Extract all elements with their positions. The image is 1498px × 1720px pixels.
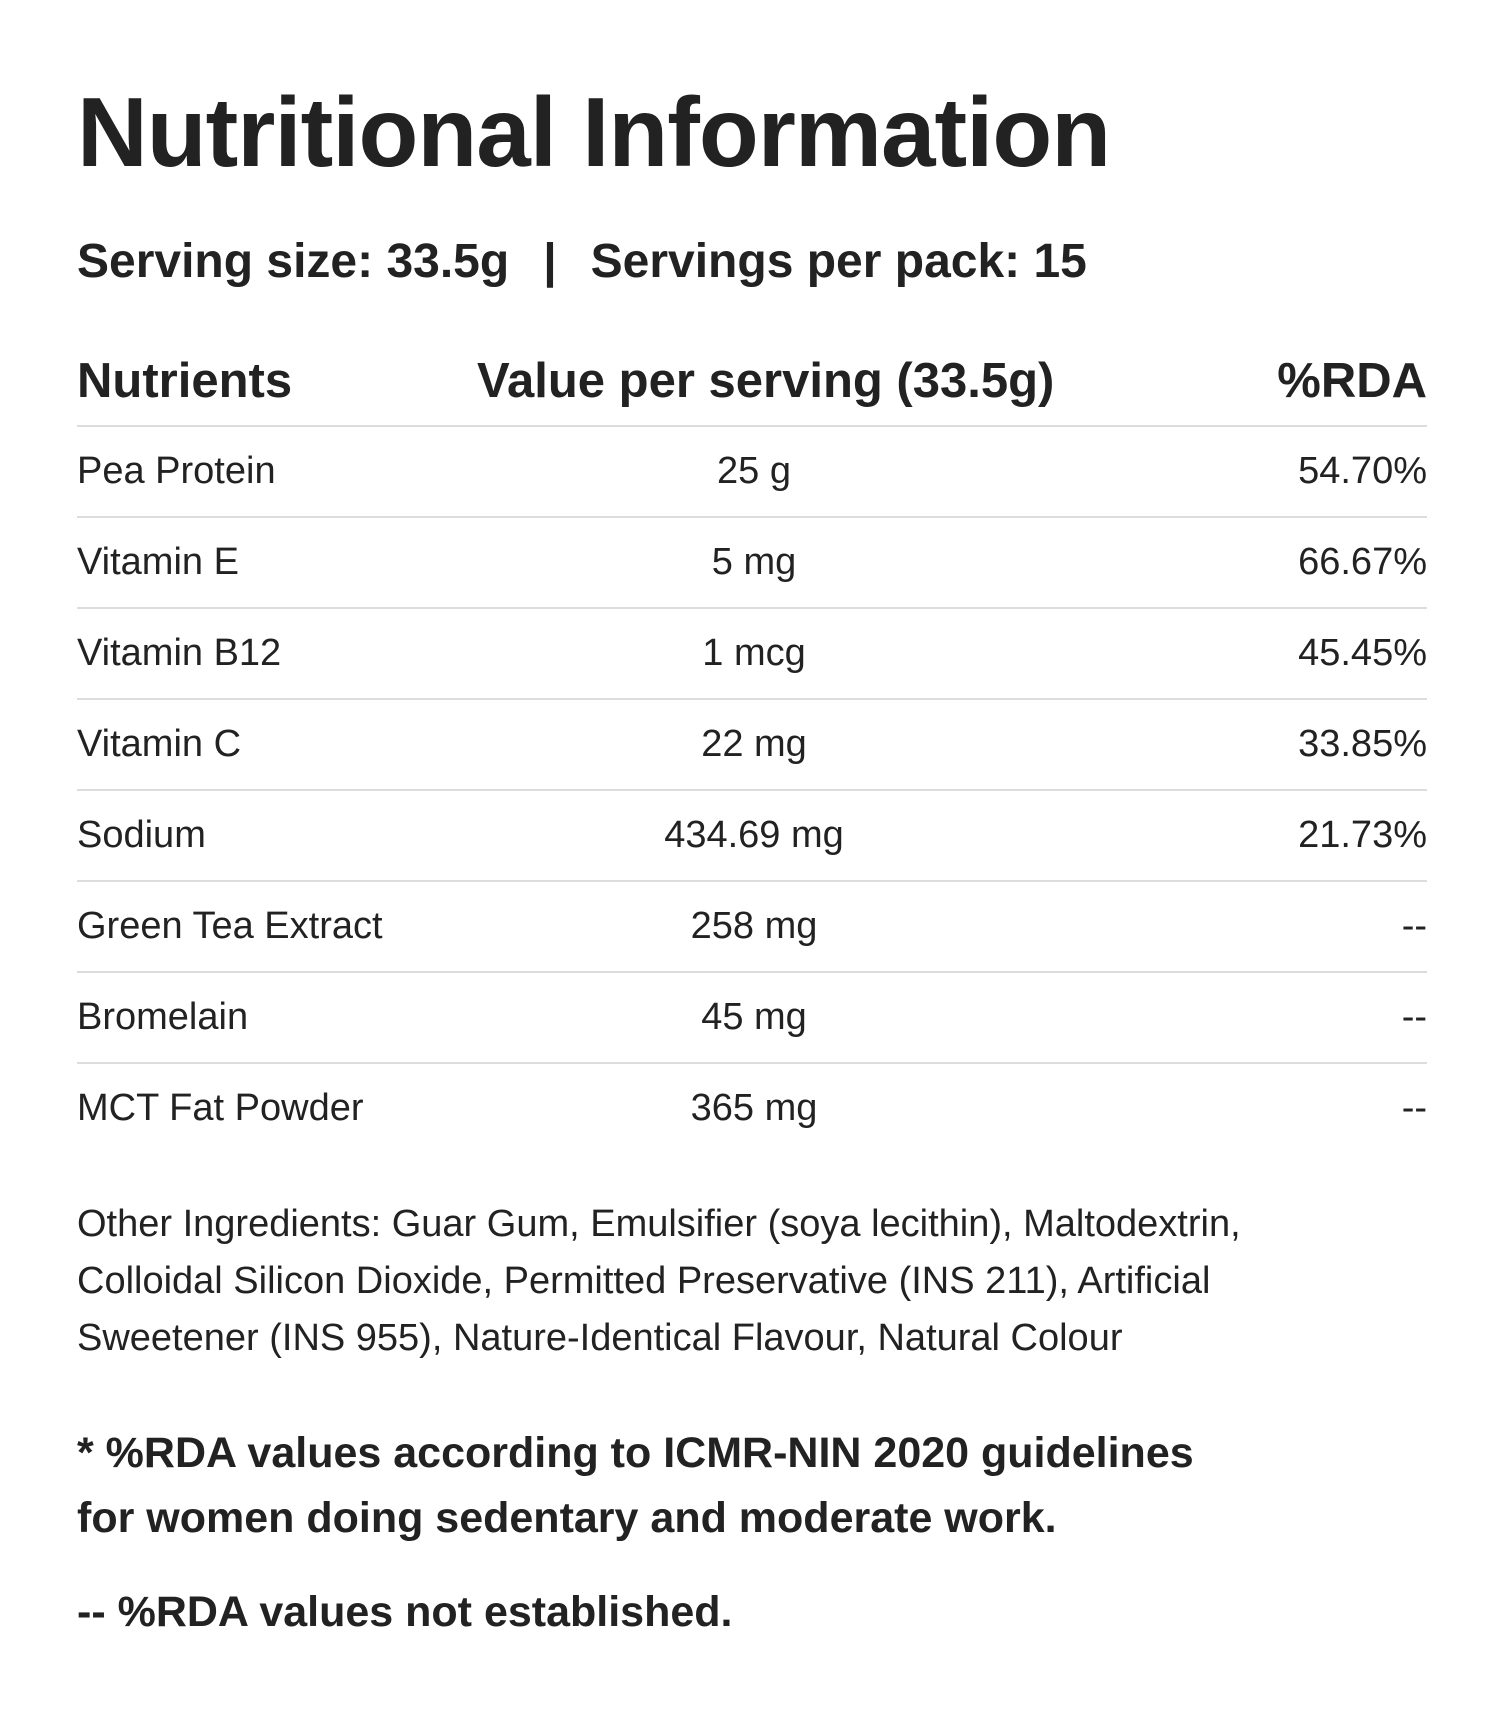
nutrient-value: 365 mg [690,1087,818,1129]
serving-separator: | [543,235,557,288]
table-row: Green Tea Extract 258 mg -- [77,882,1427,973]
nutrient-value: 45 mg [701,996,807,1038]
nutrient-value: 258 mg [690,905,818,947]
nutrient-name: Vitamin C [77,723,242,765]
nutrition-table: Nutrients Value per serving (33.5g) %RDA… [77,345,1427,1153]
ingredients-line: Colloidal Silicon Dioxide, Permitted Pre… [77,1260,1211,1302]
nutrient-name: Bromelain [77,996,249,1038]
nutrient-rda: -- [1401,996,1427,1038]
nutrient-name: Vitamin B12 [77,632,282,674]
table-row: Pea Protein 25 g 54.70% [77,427,1427,518]
table-row: Vitamin B12 1 mcg 45.45% [77,609,1427,700]
nutrient-rda: 66.67% [1298,541,1427,583]
table-row: Bromelain 45 mg -- [77,973,1427,1064]
nutrient-rda: 33.85% [1298,723,1427,765]
page-title: Nutritional Information [77,77,1111,187]
nutrient-name: Vitamin E [77,541,239,583]
header-value-per-serving: Value per serving (33.5g) [477,354,1055,408]
table-row: Sodium 434.69 mg 21.73% [77,791,1427,882]
nutrient-value: 5 mg [711,541,797,583]
header-rda: %RDA [1277,354,1427,408]
nutrient-value: 1 mcg [702,632,806,674]
nutrient-name: MCT Fat Powder [77,1087,364,1129]
rda-footnote-line: for women doing sedentary and moderate w… [77,1494,1057,1542]
table-row: Vitamin E 5 mg 66.67% [77,518,1427,609]
nutrient-rda: 45.45% [1298,632,1427,674]
nutrient-rda: 54.70% [1298,450,1427,492]
nutrient-name: Sodium [77,814,206,856]
nutrient-value: 25 g [717,450,791,492]
rda-not-established-note: -- %RDA values not established. [77,1588,733,1636]
rda-footnote-line: * %RDA values according to ICMR-NIN 2020… [77,1429,1194,1477]
ingredients-line: Other Ingredients: Guar Gum, Emulsifier … [77,1203,1241,1245]
serving-size: Serving size: 33.5g [77,235,510,288]
other-ingredients: Other Ingredients: Guar Gum, Emulsifier … [77,1196,1417,1367]
table-row: MCT Fat Powder 365 mg -- [77,1064,1427,1153]
nutrient-rda: -- [1401,1087,1427,1129]
ingredients-line: Sweetener (INS 955), Nature-Identical Fl… [77,1317,1123,1359]
rda-footnote: * %RDA values according to ICMR-NIN 2020… [77,1421,1417,1551]
table-row: Vitamin C 22 mg 33.85% [77,700,1427,791]
servings-per-pack: Servings per pack: 15 [590,235,1087,288]
nutrient-value: 22 mg [701,723,807,765]
serving-info: Serving size: 33.5g | Servings per pack: 1… [77,232,1087,292]
nutrient-rda: -- [1401,905,1427,947]
nutrient-name: Pea Protein [77,450,276,492]
header-nutrients: Nutrients [77,354,293,408]
nutrient-name: Green Tea Extract [77,905,383,947]
nutrient-rda: 21.73% [1298,814,1427,856]
table-header: Nutrients Value per serving (33.5g) %RDA [77,345,1427,427]
nutrient-value: 434.69 mg [664,814,844,856]
